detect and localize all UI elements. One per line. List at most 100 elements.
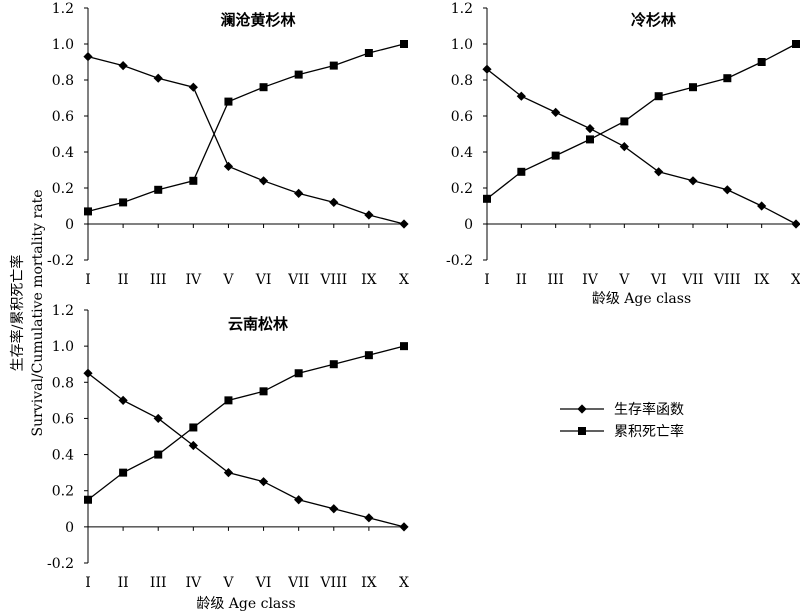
data-point-diamond: [551, 107, 561, 117]
x-tick-label: I: [85, 272, 91, 288]
x-tick-label: VI: [255, 272, 272, 288]
data-point-square: [517, 167, 526, 176]
x-tick-label: IV: [186, 575, 203, 591]
x-tick-label: I: [484, 272, 490, 288]
series-line-square: [87, 43, 405, 213]
y-tick-label: 1.2: [451, 1, 473, 17]
shared-y-axis-label-line: 生存率/累积死亡率: [9, 255, 26, 372]
x-tick-label: VIII: [319, 272, 347, 288]
data-point-diamond: [364, 513, 374, 523]
data-point-square: [224, 396, 233, 405]
data-point-diamond: [294, 495, 304, 505]
legend-marker-square: [578, 427, 586, 435]
y-tick-label: 1.0: [52, 339, 74, 355]
y-tick-label: 0: [464, 217, 473, 233]
y-tick-label: 0.8: [52, 73, 74, 89]
data-point-square: [259, 83, 268, 92]
data-point-square: [294, 369, 303, 378]
x-tick-label: IX: [361, 272, 377, 288]
data-point-square: [189, 176, 198, 185]
x-tick-label: VI: [255, 575, 272, 591]
data-point-diamond: [399, 219, 409, 229]
x-axis-label: 龄级 Age class: [592, 291, 691, 307]
data-point-diamond: [188, 440, 198, 451]
data-point-diamond: [654, 167, 664, 177]
x-tick-label: V: [222, 575, 234, 591]
data-point-square: [723, 74, 732, 83]
x-axis-label: 龄级 Age class: [196, 596, 295, 612]
legend-marker-diamond: [577, 404, 587, 414]
data-point-square: [329, 61, 338, 70]
data-point-square: [294, 70, 303, 79]
data-point-diamond: [223, 161, 234, 171]
y-tick-label: 0.2: [451, 181, 473, 197]
chart-title: 冷杉林: [631, 11, 677, 29]
data-point-diamond: [757, 201, 767, 211]
data-point-diamond: [329, 504, 339, 514]
x-tick-label: I: [85, 575, 91, 591]
x-tick-label: V: [222, 272, 234, 288]
data-point-diamond: [791, 219, 800, 229]
data-point-diamond: [619, 142, 629, 152]
x-tick-label: VI: [650, 272, 667, 288]
x-tick-label: X: [399, 272, 409, 288]
x-tick-label: VIII: [319, 575, 347, 591]
data-point-diamond: [153, 73, 163, 83]
y-tick-label: 0.6: [52, 411, 74, 427]
legend-label: 累积死亡率: [614, 423, 684, 440]
data-point-diamond: [258, 176, 269, 186]
data-point-square: [84, 207, 92, 216]
data-point-square: [586, 135, 594, 144]
x-tick-label: II: [516, 272, 527, 288]
y-tick-label: 0: [65, 520, 74, 536]
chart-title: 云南松林: [228, 315, 289, 333]
y-tick-label: -0.2: [47, 253, 74, 269]
data-point-square: [757, 58, 766, 66]
data-point-diamond: [364, 210, 374, 220]
data-point-square: [620, 117, 629, 126]
data-point-diamond: [294, 188, 304, 198]
shared-y-axis-label: 生存率/累积死亡率 Survival/Cumulative mortality r…: [9, 190, 46, 437]
data-point-diamond: [329, 197, 339, 207]
data-point-square: [654, 92, 663, 101]
chart-panels: -0.200.20.40.60.81.01.2I II III IV V VI VII VII…: [47, 1, 800, 612]
series-line-square: [486, 43, 797, 200]
data-point-diamond: [118, 395, 128, 405]
y-tick-label: 0.4: [52, 145, 74, 161]
series-line-diamond: [87, 372, 405, 528]
x-tick-label: III: [547, 272, 564, 288]
x-tick-label: IX: [754, 272, 770, 288]
shared-y-axis-label-line: Survival/Cumulative mortality rate: [30, 190, 46, 437]
data-point-square: [400, 40, 408, 48]
x-tick-label: VII: [681, 272, 703, 288]
x-tick-label: IV: [186, 272, 203, 288]
data-point-square: [154, 185, 163, 194]
data-point-diamond: [153, 413, 163, 424]
data-point-square: [689, 83, 697, 92]
x-tick-label: II: [118, 272, 129, 288]
y-tick-label: 0: [65, 217, 74, 233]
x-tick-label: IV: [582, 272, 599, 288]
data-point-diamond: [83, 368, 93, 378]
y-tick-label: 0.8: [451, 73, 473, 89]
y-tick-label: 0.4: [52, 448, 74, 464]
data-point-square: [551, 151, 560, 160]
y-tick-label: -0.2: [446, 253, 473, 269]
y-tick-label: 0.6: [52, 109, 74, 125]
x-tick-label: II: [118, 575, 129, 591]
data-point-square: [154, 450, 163, 459]
y-tick-label: 0.6: [451, 109, 473, 125]
series-line-square: [87, 345, 405, 501]
x-tick-label: X: [791, 272, 800, 288]
data-point-square: [400, 342, 408, 351]
chart-title: 澜沧黄杉林: [220, 11, 296, 29]
data-point-square: [224, 97, 233, 106]
data-point-diamond: [118, 61, 128, 71]
data-point-square: [329, 360, 338, 369]
data-point-square: [84, 495, 92, 504]
data-point-square: [364, 49, 373, 57]
x-tick-label: X: [399, 575, 409, 591]
data-point-square: [792, 40, 800, 48]
